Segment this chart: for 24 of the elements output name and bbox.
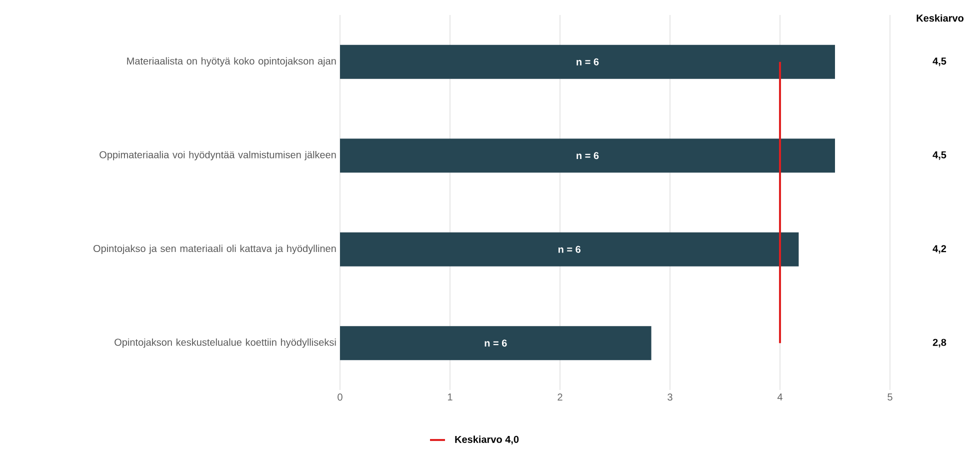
y-tick-label: Oppimateriaalia voi hyödyntää valmistumisen jälkeen <box>100 150 336 160</box>
data-label: 4,2 <box>932 245 946 254</box>
bar <box>340 138 835 173</box>
x-tick-label: 5 <box>888 394 892 400</box>
bar <box>340 44 835 79</box>
annotation: n = 6 <box>558 246 581 253</box>
y-tick-label: Opintojakson keskustelualue koettiin hyödylliseksi <box>114 338 336 348</box>
y-tick-label: Opintojakso ja sen materiaali oli kattava ja hyödyllinen <box>93 244 336 254</box>
x-tick-label: 4 <box>777 394 782 400</box>
x-tick-label: 1 <box>448 394 452 400</box>
text: Keskiarvo <box>916 14 964 22</box>
annotation: n = 6 <box>576 58 599 66</box>
annotation: n = 6 <box>484 340 507 347</box>
x-tick-label: 2 <box>558 394 562 401</box>
bar <box>340 326 652 360</box>
legend-label: Keskiarvo 4,0 <box>455 436 519 444</box>
data-label: 4,5 <box>932 58 946 66</box>
data-label: 2,8 <box>932 338 946 348</box>
x-tick-label: 3 <box>668 394 672 401</box>
annotation: n = 6 <box>576 152 599 160</box>
y-tick-label: Materiaalista on hyötyä koko opintojakson ajan <box>127 57 336 67</box>
data-label: 4,5 <box>932 151 946 160</box>
bar <box>340 232 799 266</box>
x-tick-label: 0 <box>338 394 342 401</box>
